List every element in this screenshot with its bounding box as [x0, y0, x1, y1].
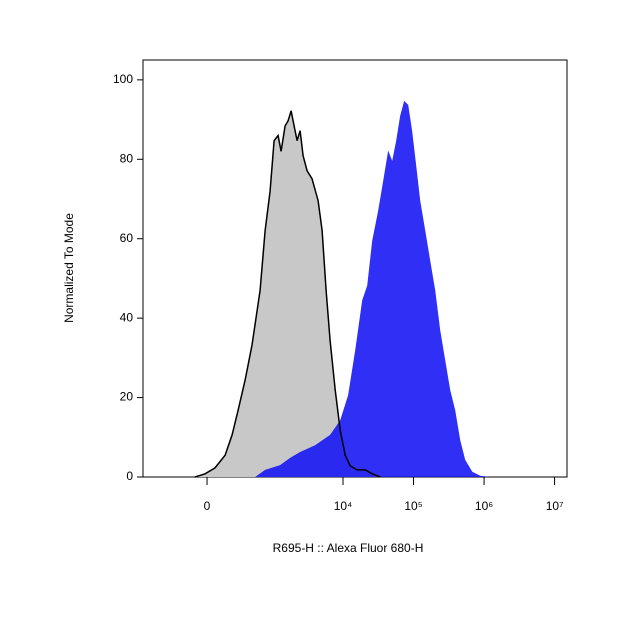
y-tick-label: 0 — [126, 469, 133, 483]
x-tick-label: 0 — [204, 499, 211, 513]
y-tick-label: 20 — [120, 390, 134, 404]
x-tick-label: 10⁶ — [475, 499, 493, 513]
y-tick-label: 60 — [120, 231, 134, 245]
x-tick-label: 10⁴ — [334, 499, 353, 513]
x-tick-label: 10⁷ — [546, 499, 564, 513]
area — [255, 100, 491, 478]
x-tick-label: 10⁵ — [404, 499, 422, 513]
y-tick-label: 80 — [120, 151, 134, 165]
x-axis-label: R695-H :: Alexa Fluor 680-H — [273, 541, 424, 555]
area-outline — [194, 110, 381, 478]
y-axis-label: Normalized To Mode — [62, 213, 76, 323]
y-tick-label: 40 — [120, 310, 134, 324]
y-tick-label: 100 — [113, 72, 133, 86]
area — [195, 110, 381, 478]
